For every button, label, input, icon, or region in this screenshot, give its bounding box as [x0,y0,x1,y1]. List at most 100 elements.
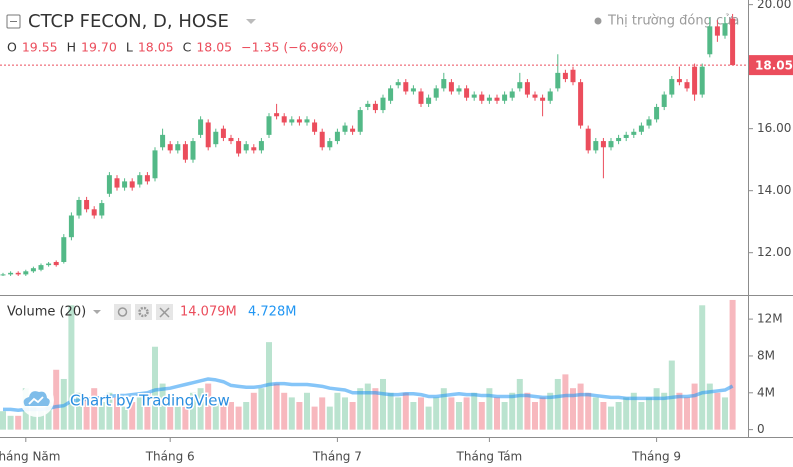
volume-bar [114,397,120,430]
x-tick-label: Tháng 7 [312,450,362,464]
volume-bar [250,392,257,430]
volume-bar [159,383,166,430]
candle-body [722,23,728,36]
volume-bar [638,402,645,430]
volume-title: Volume (20) [7,305,86,320]
candle-body [334,131,340,142]
volume-bar [722,397,728,430]
volume-bar [471,392,478,430]
candle-body [228,137,234,142]
ohlc-key: C [183,40,192,55]
volume-bar [448,397,455,430]
volume-bar [714,392,721,430]
candle-body [699,66,705,95]
x-tick-label: Tháng Năm [0,450,60,464]
candle-body [243,144,249,151]
volume-bar [653,388,660,430]
market-status: Thị trường đóng cửa [607,14,739,29]
eye-button[interactable] [114,304,131,320]
candle-body [99,203,105,216]
candle-body [403,82,409,92]
settings-icon [138,306,149,318]
volume-bar [676,392,683,430]
candle-body [448,82,454,92]
candle-body [593,141,599,151]
volume-bar [121,406,128,430]
volume-bar [562,374,569,430]
plot-area [0,13,748,430]
volume-bar [425,406,432,430]
candle-body [608,141,614,148]
volume-bar [706,383,713,430]
candle-body [578,82,584,126]
candle-body [570,69,576,83]
candle-body [122,181,128,188]
candle-body [220,128,226,138]
candle-body [84,199,90,210]
candle-body [730,18,736,66]
volume-bar [296,402,303,430]
symbol-title[interactable]: CTCP FECON, D, HOSE [28,11,229,32]
collapse-icon[interactable] [6,14,21,29]
y-tick-label: 20.00 [757,0,791,11]
candle-body [509,91,515,98]
candle-body [388,88,394,101]
ohlc-value: 19.55 [22,40,58,55]
volume-bar [494,397,500,430]
candle-body [129,181,135,188]
candle-body [258,141,264,151]
volume-bar [76,392,82,430]
volume-bar [608,406,614,430]
candle-body [365,103,371,107]
candle-body [175,144,181,151]
ohlc-key: O [7,40,17,55]
volume-ma-value: 4.728M [248,305,296,320]
volume-bar [136,397,143,430]
candle-body [38,265,44,270]
volume-bar [129,402,136,430]
y-tick-label: 12M [757,312,783,326]
volume-bar [380,378,386,430]
volume-bar [235,406,242,430]
volume-bar [729,299,736,430]
candle-body [714,26,720,36]
volume-menu-caret[interactable] [93,310,101,314]
candle-body [160,134,166,148]
candle-body [441,79,447,89]
candle-body [137,175,143,185]
watermark[interactable]: Chart by TradingView [69,390,232,411]
candle-body [205,122,211,148]
candle-body [547,91,553,101]
y-tick-label: 12.00 [757,245,791,259]
candle-body [623,134,629,138]
settings-button[interactable] [135,304,152,320]
volume-bar [144,392,151,430]
candle-body [433,88,439,98]
price-change: −1.35 (−6.96%) [241,40,343,55]
volume-bar [699,305,706,430]
candle-body [8,272,14,275]
candle-body [562,72,568,80]
candle-body [266,116,272,135]
volume-bar [281,392,288,430]
candle-body [61,237,67,262]
close-icon [159,307,170,318]
volume-bar [30,406,37,430]
candle-body [312,122,318,132]
candle-body [327,141,333,148]
volume-bar [349,402,356,430]
candle-body [91,209,97,216]
volume-bar [174,406,181,430]
candle-body [395,82,401,86]
candle-body [251,147,257,151]
volume-bar [220,397,227,430]
volume-bar [554,378,561,430]
volume-bar [326,406,333,430]
volume-bar [53,369,60,430]
candle-body [114,178,120,188]
y-tick-label: 8M [757,348,775,362]
symbol-menu-caret[interactable] [246,19,256,24]
volume-bar [509,392,516,430]
volume-bar [668,360,675,430]
